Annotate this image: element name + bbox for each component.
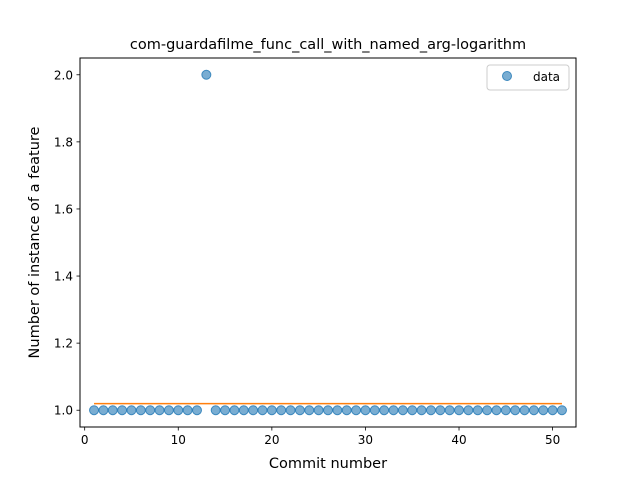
data-point [313, 405, 324, 416]
data-point [276, 405, 287, 416]
data-point [182, 405, 193, 416]
plot-area [89, 69, 567, 416]
data-point [500, 405, 511, 416]
data-point [210, 405, 221, 416]
y-axis-ticks: 1.0 1.2 1.4 1.6 1.8 2.0 [54, 68, 80, 418]
data-point [191, 405, 202, 416]
data-point [98, 405, 109, 416]
data-point [332, 405, 343, 416]
data-point [89, 405, 100, 416]
data-point [163, 405, 174, 416]
legend: data [486, 64, 570, 91]
data-point [351, 405, 362, 416]
data-point [154, 405, 165, 416]
data-point [304, 405, 315, 416]
legend-label: data [533, 70, 560, 84]
data-point [491, 405, 502, 416]
data-point [238, 405, 249, 416]
x-tick-label: 10 [171, 433, 186, 447]
data-point [201, 69, 212, 80]
data-point [248, 405, 259, 416]
y-tick-label: 1.0 [54, 404, 73, 418]
data-point [360, 405, 371, 416]
data-point [463, 405, 474, 416]
data-point [482, 405, 493, 416]
data-point [454, 405, 465, 416]
y-tick-label: 1.2 [54, 337, 73, 351]
data-point [294, 405, 305, 416]
data-point [135, 405, 146, 416]
y-tick-label: 2.0 [54, 68, 73, 82]
data-point [416, 405, 427, 416]
data-point [117, 405, 128, 416]
x-tick-label: 20 [264, 433, 279, 447]
data-point [173, 405, 184, 416]
data-point [519, 405, 530, 416]
data-point [126, 405, 137, 416]
data-point [369, 405, 380, 416]
x-tick-label: 0 [81, 433, 89, 447]
data-point [397, 405, 408, 416]
data-point [547, 405, 558, 416]
x-tick-label: 40 [451, 433, 466, 447]
x-tick-label: 30 [358, 433, 373, 447]
x-axis-label: Commit number [269, 456, 387, 472]
data-point [323, 405, 333, 416]
data-point [379, 405, 390, 416]
data-point [341, 405, 352, 416]
data-point [229, 405, 240, 416]
x-axis-ticks: 0 10 20 30 40 50 [81, 427, 560, 447]
data-point [388, 405, 399, 416]
y-tick-label: 1.8 [54, 135, 73, 149]
data-point [444, 405, 455, 416]
data-point [407, 405, 418, 416]
y-tick-label: 1.4 [54, 270, 73, 284]
y-axis-label: Number of instance of a feature [27, 126, 43, 358]
data-point [425, 405, 436, 416]
data-point [435, 405, 446, 416]
data-point [257, 405, 268, 416]
data-point [538, 405, 549, 416]
chart-title: com-guardafilme_func_call_with_named_arg… [130, 37, 526, 53]
data-point [472, 405, 483, 416]
legend-marker [502, 71, 512, 81]
data-point [556, 405, 567, 416]
data-point [266, 405, 277, 416]
data-point [510, 405, 521, 416]
data-point [145, 405, 156, 416]
plot-frame [79, 57, 577, 428]
x-tick-label: 50 [545, 433, 560, 447]
data-point [528, 405, 539, 416]
data-point [107, 405, 118, 416]
data-point [220, 405, 231, 416]
y-tick-label: 1.6 [54, 202, 73, 216]
data-point [285, 405, 296, 416]
